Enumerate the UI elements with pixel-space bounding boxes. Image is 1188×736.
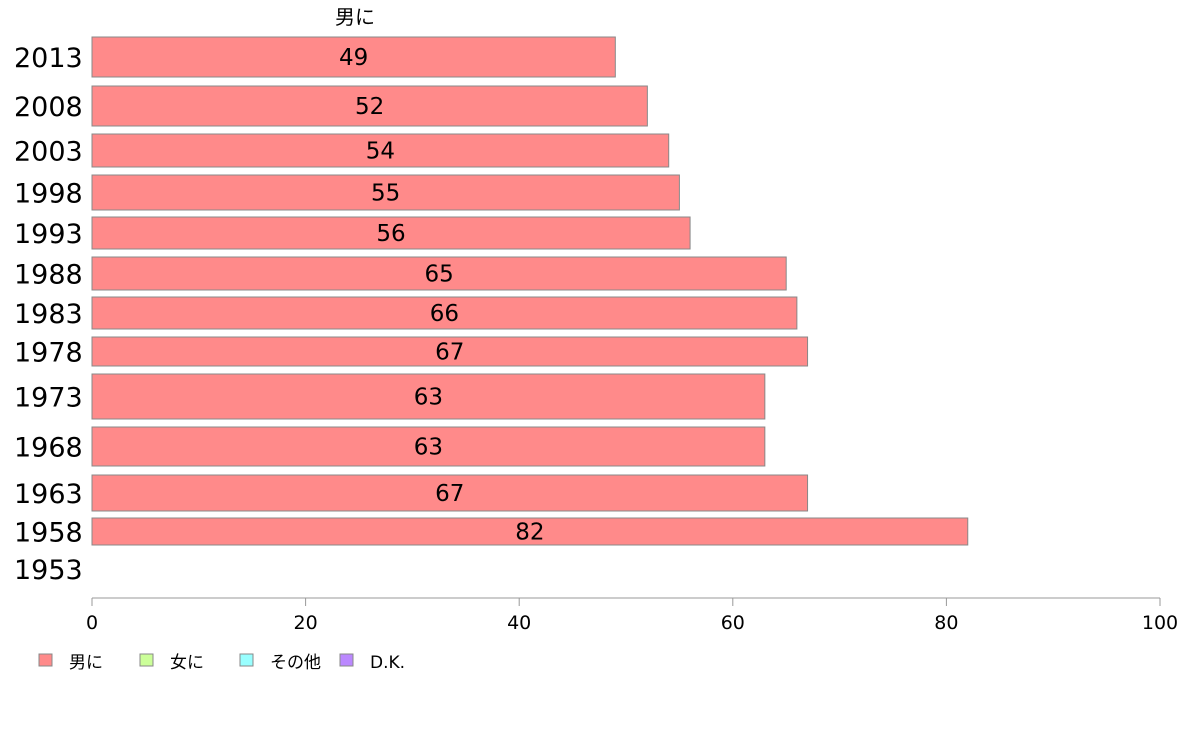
legend-swatch (339, 653, 354, 667)
y-tick-label: 1993 (14, 219, 83, 250)
x-tick-label: 80 (934, 612, 958, 634)
series-title: 男に (335, 5, 375, 29)
y-tick-label: 1988 (14, 260, 83, 291)
data-label: 54 (366, 139, 395, 165)
y-tick-label: 1953 (14, 555, 83, 586)
bar (91, 174, 680, 211)
bar (91, 36, 616, 78)
bar (91, 517, 969, 546)
bar (91, 216, 691, 250)
data-label: 65 (424, 262, 453, 288)
x-tick-label: 40 (507, 612, 531, 634)
data-label: 56 (376, 221, 405, 247)
x-tick-label: 100 (1142, 612, 1178, 634)
x-tick-label: 20 (294, 612, 318, 634)
data-label: 63 (414, 435, 443, 461)
bar (91, 296, 798, 330)
bar (91, 85, 648, 127)
legend: 男に 女に その他 D.K. (38, 653, 405, 673)
bar (91, 373, 766, 420)
data-label: 55 (371, 181, 400, 207)
y-tick-label: 1958 (14, 518, 83, 549)
data-label: 67 (435, 481, 464, 507)
bar (91, 133, 670, 168)
legend-label: その他 (270, 653, 321, 673)
bar (91, 256, 787, 291)
legend-swatch (239, 653, 254, 667)
x-tick-label: 0 (86, 612, 98, 634)
data-label: 52 (355, 94, 384, 120)
y-tick-label: 1968 (14, 433, 83, 464)
y-tick-label: 2008 (14, 92, 83, 123)
y-tick-label: 1983 (14, 299, 83, 330)
x-tick-label: 60 (721, 612, 745, 634)
bar (91, 474, 809, 512)
y-tick-label: 1973 (14, 383, 83, 414)
y-tick-label: 1963 (14, 479, 83, 510)
legend-label: 男に (69, 653, 103, 673)
legend-label: 女に (170, 653, 204, 673)
data-label: 66 (430, 301, 459, 327)
legend-swatch (38, 653, 53, 667)
data-label: 63 (414, 385, 443, 411)
data-label: 67 (435, 340, 464, 366)
data-label: 49 (339, 45, 368, 71)
y-tick-label: 2003 (14, 137, 83, 168)
bars-group: 49 52 54 55 56 65 66 67 63 63 67 82 (91, 36, 969, 546)
y-axis-labels: 2013 2008 2003 1998 1993 1988 1983 1978 1973 1968… (14, 43, 83, 586)
legend-swatch (139, 653, 154, 667)
bar (91, 336, 809, 367)
y-tick-label: 1978 (14, 338, 83, 369)
y-tick-label: 2013 (14, 43, 83, 74)
legend-label: D.K. (370, 653, 405, 673)
data-label: 82 (515, 520, 544, 546)
x-axis: 0 20 40 60 80 100 (86, 597, 1178, 634)
y-tick-label: 1998 (14, 179, 83, 210)
bar (91, 426, 766, 467)
